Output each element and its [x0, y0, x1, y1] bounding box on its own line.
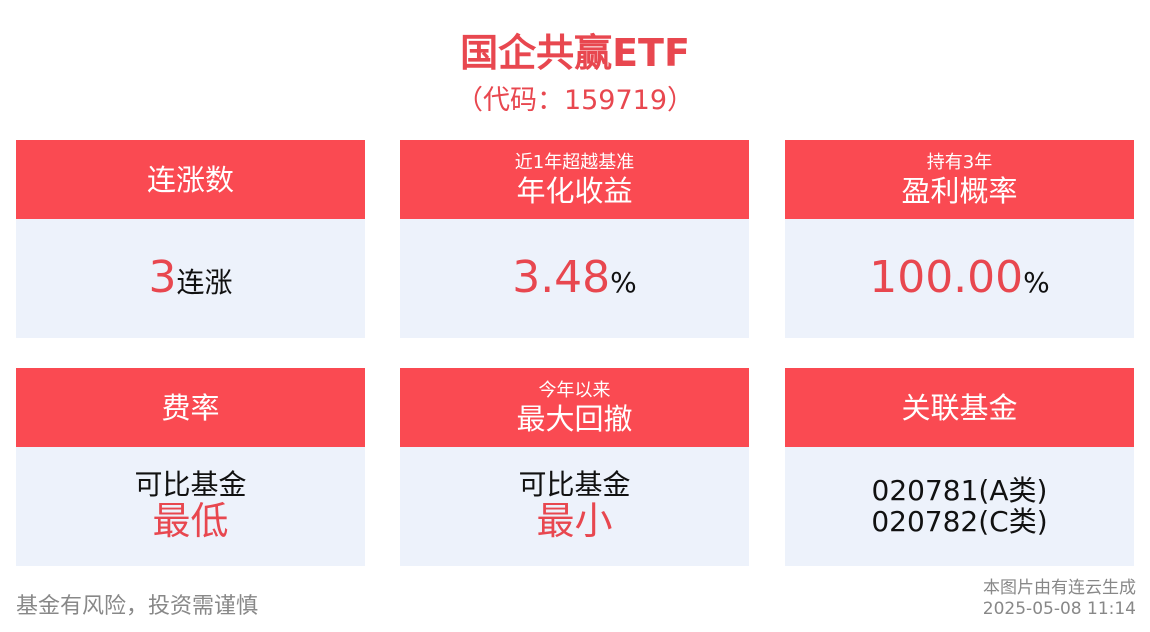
body-text: 最小	[536, 499, 613, 543]
card-label: 最大回撤	[516, 401, 633, 436]
body-text: %	[1023, 266, 1050, 300]
body-text: 最低	[152, 499, 229, 543]
card-sublabel: 持有3年	[926, 151, 993, 173]
card-body: 3.48%	[400, 219, 749, 338]
card: 费率 可比基金 最低	[16, 368, 365, 566]
card-label: 费率	[161, 390, 220, 425]
body-line: 可比基金	[518, 468, 631, 502]
card-body: 100.00%	[785, 219, 1134, 338]
card-label: 连涨数	[146, 162, 234, 197]
card-header: 费率	[16, 368, 365, 447]
body-line: 020782(C类)	[871, 504, 1048, 538]
body-text: 3	[148, 252, 177, 304]
card-header: 关联基金	[785, 368, 1134, 447]
source: 本图片由有连云生成	[983, 578, 1136, 598]
card-sublabel: 今年以来	[538, 379, 611, 401]
card: 关联基金 020781(A类) 020782(C类)	[785, 368, 1134, 566]
title: 国企共赢ETF	[460, 31, 690, 75]
card-body: 可比基金 最低	[16, 447, 365, 566]
card-body: 3 连涨	[16, 219, 365, 338]
body-line: 最低	[152, 499, 229, 543]
body-text: %	[610, 266, 637, 300]
body-line: 3.48%	[512, 252, 637, 304]
body-line: 最小	[536, 499, 613, 543]
card-label: 关联基金	[901, 390, 1018, 425]
body-text: 连涨	[176, 266, 233, 300]
card-header: 近1年超越基准 年化收益	[400, 140, 749, 219]
body-line: 可比基金	[134, 468, 247, 502]
card: 近1年超越基准 年化收益 3.48%	[400, 140, 749, 338]
card-sublabel: 近1年超越基准	[514, 151, 635, 173]
card-header: 连涨数	[16, 140, 365, 219]
source-info: 本图片由有连云生成 2025-05-08 11:14	[983, 578, 1136, 620]
body-text: 3.48	[512, 252, 611, 304]
body-text: 100.00	[869, 252, 1024, 304]
card: 今年以来 最大回撤 可比基金 最小	[400, 368, 749, 566]
card: 持有3年 盈利概率 100.00%	[785, 140, 1134, 338]
disclaimer: 基金有风险，投资需谨慎	[16, 594, 259, 619]
body-text: 020782(C类)	[871, 504, 1048, 538]
subtitle: （代码：159719）	[455, 85, 695, 116]
card-body: 可比基金 最小	[400, 447, 749, 566]
card-header: 持有3年 盈利概率	[785, 140, 1134, 219]
card-label: 盈利概率	[901, 173, 1018, 208]
body-text: 可比基金	[518, 468, 631, 502]
card-label: 年化收益	[516, 173, 633, 208]
body-text: 020781(A类)	[871, 473, 1048, 507]
body-text: 可比基金	[134, 468, 247, 502]
body-line: 020781(A类)	[871, 473, 1048, 507]
card-header: 今年以来 最大回撤	[400, 368, 749, 447]
card: 连涨数 3 连涨	[16, 140, 365, 338]
body-line: 100.00%	[869, 252, 1050, 304]
card-body: 020781(A类) 020782(C类)	[785, 447, 1134, 566]
timestamp: 2025-05-08 11:14	[982, 599, 1136, 619]
body-line: 3 连涨	[148, 252, 233, 304]
